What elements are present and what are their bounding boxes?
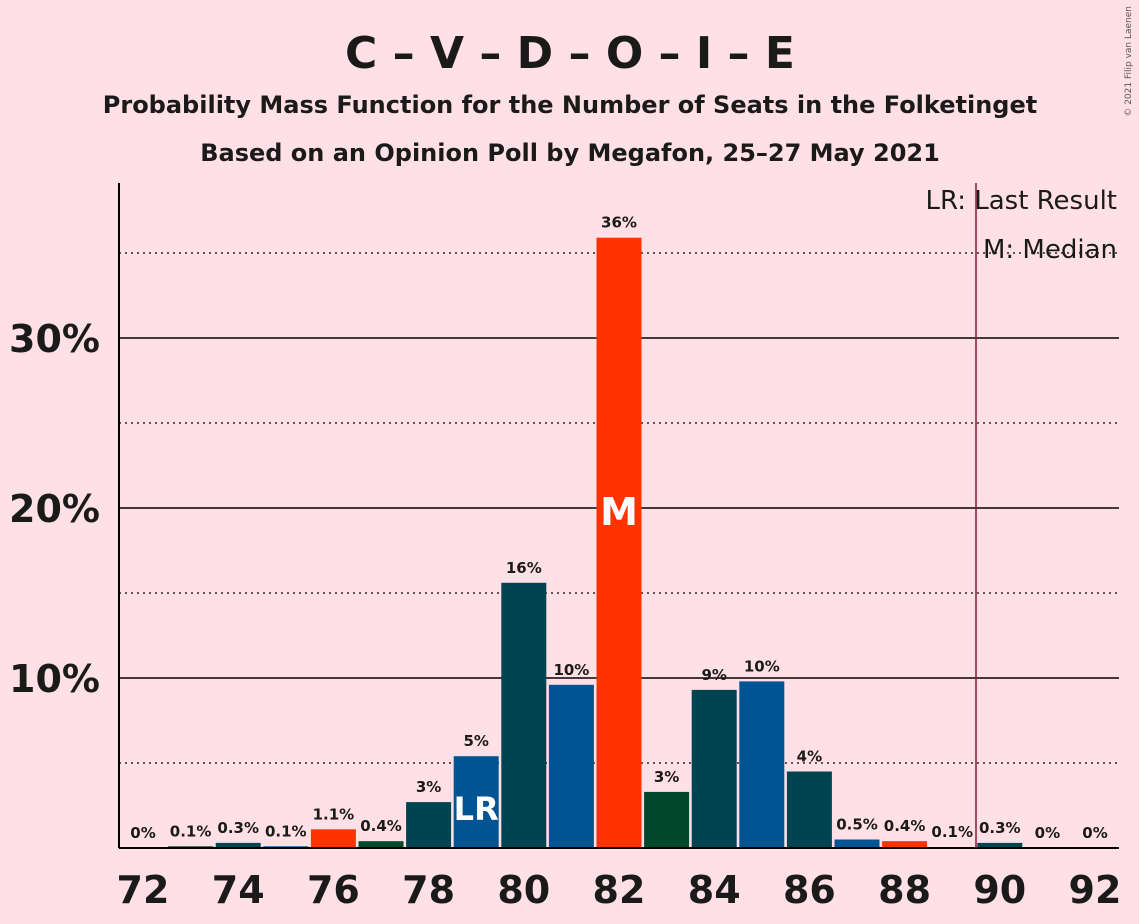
data-label: 0% [130,824,155,842]
x-tick-label: 92 [1069,868,1122,912]
data-label: 0% [1082,824,1107,842]
data-label: 0.5% [836,816,878,834]
bar [882,841,928,848]
bar [834,839,880,848]
y-tick-label: 10% [9,657,100,701]
bar [310,829,356,848]
copyright-note: © 2021 Filip van Laenen [1124,6,1134,117]
data-label: 0.1% [265,822,307,840]
data-label: 1.1% [313,805,355,823]
x-tick-label: 86 [783,868,836,912]
x-tick-label: 82 [593,868,646,912]
x-tick-label: 74 [212,868,265,912]
data-label: 0.1% [931,823,973,841]
legend-last-result: LR: Last Result [925,186,1117,216]
median-bar-label: M [600,490,638,534]
x-tick-label: 88 [878,868,931,912]
x-tick-label: 76 [307,868,360,912]
bar [215,842,261,848]
bar [548,684,594,848]
bar [644,791,690,848]
chart-title: C – V – D – O – I – E [345,28,795,79]
bar [596,237,642,848]
bars-group: 0% 0.1% 0.3% 0.1% 1.1% 0.4% 3% 5% LR 16% 10% 36% M 3%… [130,214,1108,848]
x-tick-label: 78 [402,868,455,912]
data-label: 3% [416,778,441,796]
data-label: 10% [553,661,589,679]
y-axis-labels: 10% 20% 30% [9,317,100,701]
bar [786,771,832,848]
data-label: 0.3% [217,819,259,837]
bar [739,681,785,848]
data-label: 9% [701,666,726,684]
data-label: 4% [797,748,822,766]
data-label: 0.4% [360,817,402,835]
x-tick-label: 84 [688,868,741,912]
x-tick-label: 80 [497,868,550,912]
data-label: 0% [1035,824,1060,842]
data-label: 0.4% [884,817,926,835]
bar [453,756,499,848]
data-label: 5% [463,732,488,750]
y-tick-label: 30% [9,317,100,361]
data-label: 36% [601,214,637,232]
last-result-bar-label: LR [454,790,499,828]
y-tick-label: 20% [9,487,100,531]
data-label: 0.1% [170,822,212,840]
bar [691,689,737,848]
bar [406,802,452,848]
x-axis-labels: 72 74 76 78 80 82 84 86 88 90 92 [117,868,1122,912]
data-label: 10% [744,657,780,675]
legend-median: M: Median [983,235,1117,265]
data-label: 0.3% [979,819,1021,837]
chart-subtitle: Probability Mass Function for the Number… [103,91,1037,119]
x-tick-label: 90 [973,868,1026,912]
bar [358,841,404,848]
bar [501,582,547,848]
x-tick-label: 72 [117,868,170,912]
data-label: 3% [654,768,679,786]
bar [977,842,1023,848]
chart-subtitle-2: Based on an Opinion Poll by Megafon, 25–… [200,139,940,167]
data-label: 16% [506,559,542,577]
